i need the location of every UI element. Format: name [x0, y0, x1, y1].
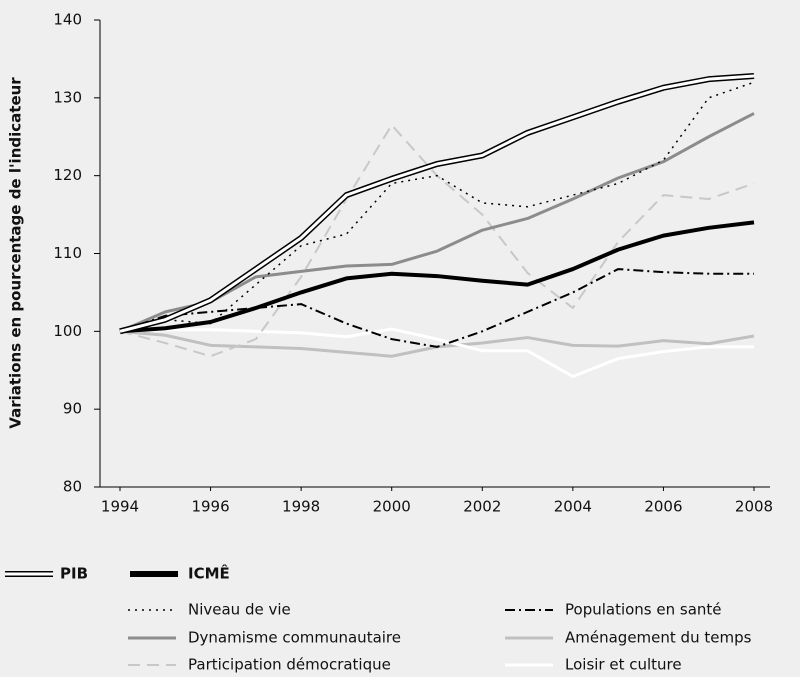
series-line [119, 74, 755, 333]
x-tick-label: 2008 [735, 498, 773, 516]
x-tick-label: 1996 [191, 498, 229, 516]
series-line [119, 81, 755, 333]
x-tick-label: 2000 [373, 498, 411, 516]
y-tick-label: 100 [53, 322, 82, 340]
series-line [119, 327, 754, 378]
x-tick-label: 2006 [644, 498, 682, 516]
legend-label: PIB [60, 565, 88, 583]
y-axis-label: Variations en pourcentage de l'indicateu… [7, 77, 25, 429]
legend-label: ICMÊ [188, 564, 230, 583]
legend-label: Loisir et culture [565, 656, 682, 674]
y-tick-label: 110 [53, 244, 82, 262]
y-tick-label: 90 [63, 400, 82, 418]
y-tick-label: 80 [63, 478, 82, 496]
x-tick-label: 2002 [463, 498, 501, 516]
legend-label: Niveau de vie [188, 601, 291, 619]
legend-label: Populations en santé [565, 601, 722, 619]
y-tick-label: 120 [53, 166, 82, 184]
y-tick-label: 130 [53, 88, 82, 106]
legend-label: Aménagement du temps [565, 629, 752, 647]
legend-label: Participation démocratique [188, 656, 391, 674]
y-tick-label: 140 [53, 11, 82, 29]
legend-label: Dynamisme communautaire [188, 629, 401, 647]
x-tick-label: 1994 [101, 498, 139, 516]
x-tick-label: 2004 [554, 498, 592, 516]
series-line [119, 220, 755, 334]
x-tick-label: 1998 [282, 498, 320, 516]
